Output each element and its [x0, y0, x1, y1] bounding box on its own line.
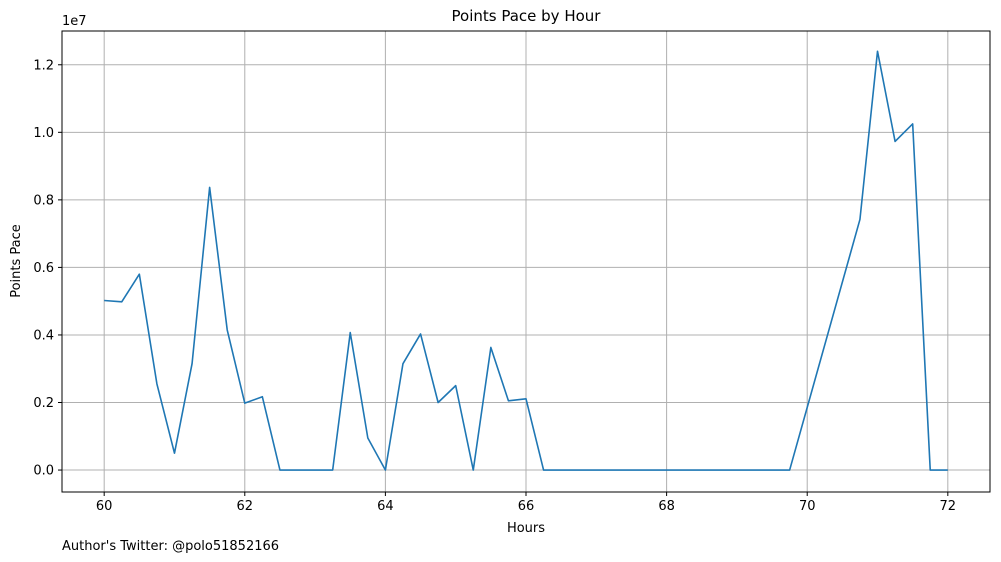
- y-offset-label: 1e7: [62, 14, 87, 29]
- x-tick-label: 66: [518, 499, 535, 514]
- x-axis-label: Hours: [507, 521, 545, 536]
- y-tick-label: 0.0: [33, 464, 54, 479]
- series-line: [104, 50, 948, 471]
- x-tick-label: 72: [940, 499, 957, 514]
- x-tick-label: 64: [377, 499, 394, 514]
- y-tick-label: 0.4: [33, 328, 54, 343]
- x-tick-label: 62: [237, 499, 254, 514]
- x-tick-label: 68: [658, 499, 675, 514]
- y-tick-label: 0.8: [33, 193, 54, 208]
- y-tick-label: 0.2: [33, 396, 54, 411]
- x-tick-label: 60: [96, 499, 113, 514]
- chart-title: Points Pace by Hour: [452, 7, 602, 25]
- y-tick-label: 1.2: [33, 58, 54, 73]
- y-tick-label: 1.0: [33, 126, 54, 141]
- axis-ticks: [58, 64, 949, 496]
- y-axis-label: Points Pace: [9, 224, 24, 298]
- series-layer: [104, 50, 948, 471]
- y-tick-label: 0.6: [33, 261, 54, 276]
- grid-lines: [62, 31, 990, 492]
- author-credit: Author's Twitter: @polo51852166: [62, 539, 279, 554]
- x-tick-label: 70: [799, 499, 816, 514]
